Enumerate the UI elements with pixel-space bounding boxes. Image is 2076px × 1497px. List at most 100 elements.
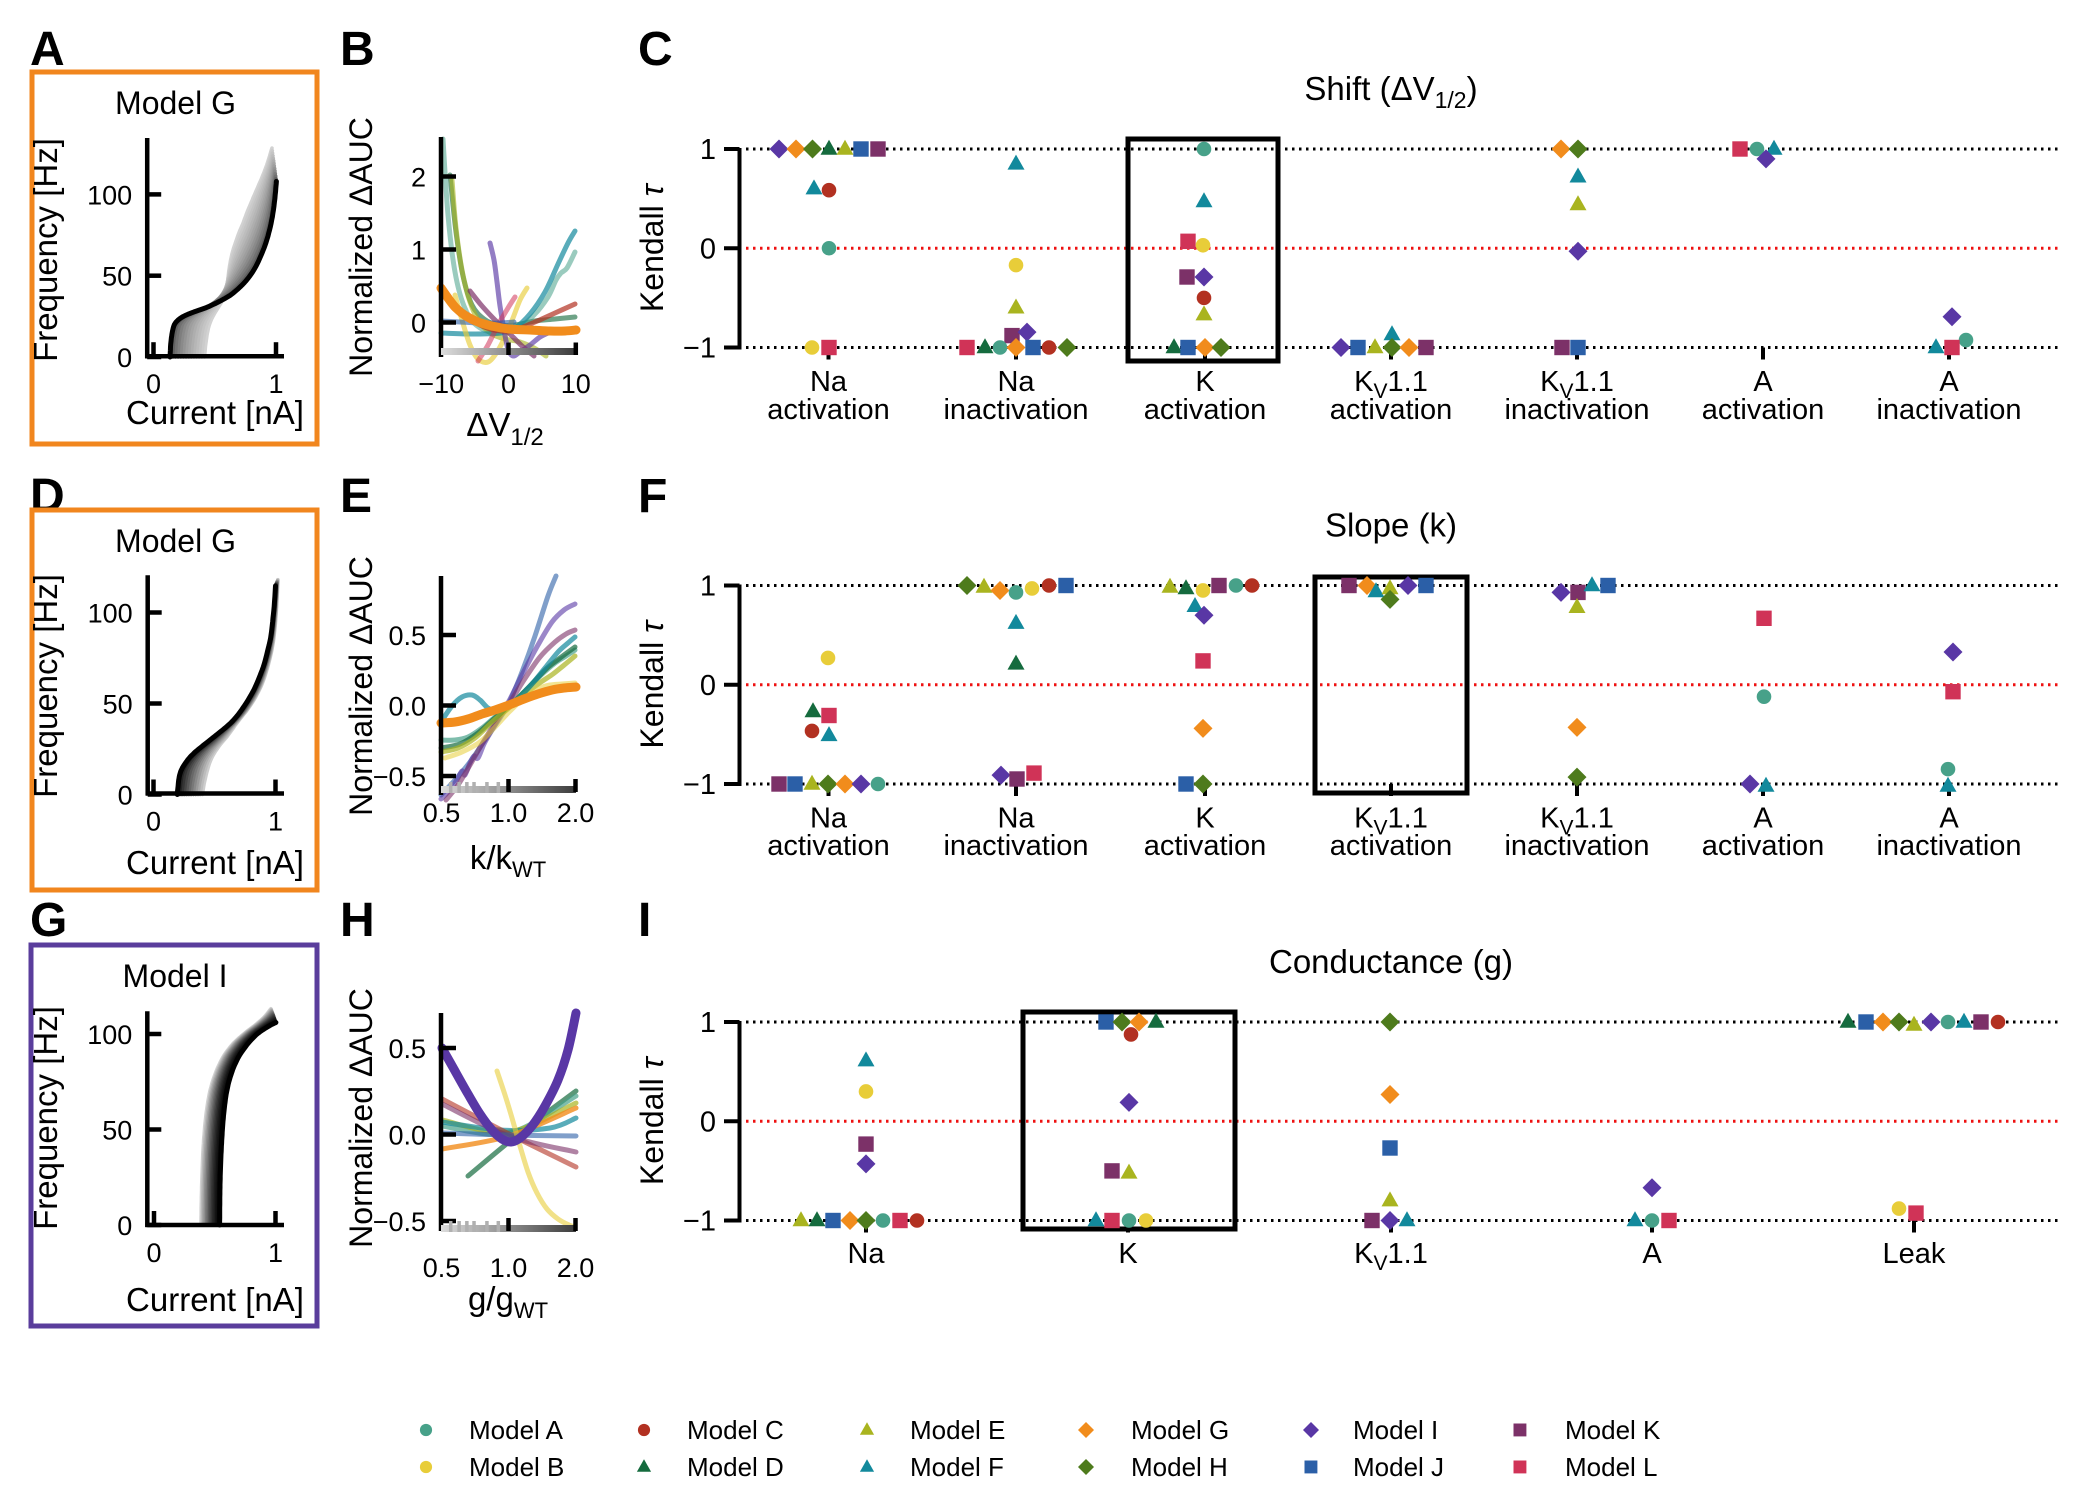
svg-text:G: G bbox=[30, 894, 67, 947]
svg-text:Current [nA]: Current [nA] bbox=[126, 844, 304, 881]
svg-text:Kendall τ: Kendall τ bbox=[634, 1055, 670, 1185]
svg-text:100: 100 bbox=[87, 180, 132, 210]
svg-text:1: 1 bbox=[700, 571, 716, 603]
svg-text:0.0: 0.0 bbox=[388, 692, 426, 722]
svg-text:activation: activation bbox=[1330, 830, 1453, 862]
svg-text:A: A bbox=[1753, 803, 1773, 835]
svg-text:0: 0 bbox=[411, 309, 426, 339]
svg-text:−1: −1 bbox=[683, 333, 716, 365]
svg-text:KV1.1: KV1.1 bbox=[1540, 366, 1614, 403]
svg-text:B: B bbox=[340, 23, 375, 76]
svg-text:50: 50 bbox=[102, 1116, 132, 1146]
svg-text:activation: activation bbox=[1702, 830, 1825, 862]
svg-text:activation: activation bbox=[1702, 394, 1825, 426]
svg-text:inactivation: inactivation bbox=[1504, 394, 1649, 426]
svg-text:Model B: Model B bbox=[469, 1452, 564, 1482]
svg-text:0: 0 bbox=[700, 233, 716, 265]
svg-text:I: I bbox=[638, 894, 651, 947]
svg-text:Current [nA]: Current [nA] bbox=[126, 394, 304, 431]
svg-text:KV1.1: KV1.1 bbox=[1354, 803, 1428, 840]
svg-text:inactivation: inactivation bbox=[943, 394, 1088, 426]
svg-text:Model J: Model J bbox=[1353, 1452, 1444, 1482]
svg-text:Slope (k): Slope (k) bbox=[1325, 507, 1457, 544]
svg-text:−1: −1 bbox=[683, 769, 716, 801]
svg-text:0.0: 0.0 bbox=[388, 1121, 426, 1151]
svg-text:Kendall τ: Kendall τ bbox=[634, 619, 670, 749]
svg-text:0: 0 bbox=[700, 1106, 716, 1138]
svg-text:1: 1 bbox=[700, 1007, 716, 1039]
svg-text:activation: activation bbox=[1144, 394, 1267, 426]
svg-text:Model L: Model L bbox=[1565, 1452, 1658, 1482]
svg-text:0.5: 0.5 bbox=[423, 1253, 461, 1283]
svg-text:Model G: Model G bbox=[1131, 1415, 1229, 1445]
svg-text:activation: activation bbox=[767, 830, 890, 862]
svg-text:Model F: Model F bbox=[910, 1452, 1004, 1482]
svg-text:K: K bbox=[1195, 803, 1215, 835]
svg-text:Kendall τ: Kendall τ bbox=[634, 182, 670, 312]
svg-text:Leak: Leak bbox=[1883, 1238, 1946, 1270]
svg-text:K: K bbox=[1195, 366, 1215, 398]
svg-text:1.0: 1.0 bbox=[490, 1253, 528, 1283]
svg-text:Model H: Model H bbox=[1131, 1452, 1228, 1482]
svg-text:−10: −10 bbox=[418, 369, 464, 399]
svg-text:Frequency [Hz]: Frequency [Hz] bbox=[27, 574, 64, 798]
svg-text:50: 50 bbox=[103, 690, 133, 720]
svg-text:A: A bbox=[1753, 366, 1773, 398]
svg-text:Na: Na bbox=[847, 1238, 885, 1270]
svg-text:0: 0 bbox=[118, 781, 133, 811]
svg-text:KV1.1: KV1.1 bbox=[1540, 803, 1614, 840]
svg-text:Na: Na bbox=[810, 366, 848, 398]
svg-text:g/gWT: g/gWT bbox=[468, 1280, 548, 1323]
svg-text:Model I: Model I bbox=[1353, 1415, 1438, 1445]
svg-text:10: 10 bbox=[561, 369, 591, 399]
svg-text:A: A bbox=[1939, 366, 1959, 398]
svg-text:Frequency [Hz]: Frequency [Hz] bbox=[27, 1006, 64, 1230]
svg-text:1: 1 bbox=[268, 807, 283, 837]
svg-text:Na: Na bbox=[810, 803, 848, 835]
svg-text:inactivation: inactivation bbox=[943, 830, 1088, 862]
svg-text:Na: Na bbox=[997, 803, 1035, 835]
svg-text:1.0: 1.0 bbox=[490, 798, 528, 828]
svg-text:Normalized ΔAUC: Normalized ΔAUC bbox=[343, 556, 379, 816]
svg-text:Model I: Model I bbox=[123, 958, 228, 994]
svg-text:0: 0 bbox=[146, 1238, 161, 1268]
svg-text:0: 0 bbox=[501, 369, 516, 399]
svg-text:Current [nA]: Current [nA] bbox=[126, 1281, 304, 1318]
svg-text:0: 0 bbox=[117, 343, 132, 373]
svg-text:0: 0 bbox=[117, 1211, 132, 1241]
svg-text:E: E bbox=[340, 470, 372, 523]
svg-text:inactivation: inactivation bbox=[1876, 830, 2021, 862]
svg-text:1: 1 bbox=[411, 236, 426, 266]
svg-text:Frequency [Hz]: Frequency [Hz] bbox=[27, 138, 64, 362]
svg-text:activation: activation bbox=[767, 394, 890, 426]
svg-text:Model K: Model K bbox=[1565, 1415, 1661, 1445]
svg-text:A: A bbox=[1642, 1238, 1662, 1270]
svg-text:1: 1 bbox=[700, 134, 716, 166]
svg-text:F: F bbox=[638, 470, 667, 523]
svg-text:−0.5: −0.5 bbox=[373, 762, 426, 792]
svg-text:k/kWT: k/kWT bbox=[470, 839, 546, 882]
svg-text:Normalized ΔAUC: Normalized ΔAUC bbox=[343, 988, 379, 1248]
svg-text:0: 0 bbox=[700, 670, 716, 702]
svg-text:50: 50 bbox=[102, 262, 132, 292]
svg-text:Conductance (g): Conductance (g) bbox=[1269, 943, 1513, 980]
svg-text:0: 0 bbox=[146, 807, 161, 837]
svg-text:D: D bbox=[30, 470, 65, 523]
svg-text:0: 0 bbox=[146, 369, 161, 399]
svg-text:0.5: 0.5 bbox=[423, 798, 461, 828]
svg-text:activation: activation bbox=[1330, 394, 1453, 426]
svg-text:2.0: 2.0 bbox=[557, 1253, 595, 1283]
svg-text:1: 1 bbox=[268, 1238, 283, 1268]
svg-text:2.0: 2.0 bbox=[557, 798, 595, 828]
svg-text:−1: −1 bbox=[683, 1206, 716, 1238]
svg-text:KV1.1: KV1.1 bbox=[1354, 1238, 1428, 1275]
svg-text:inactivation: inactivation bbox=[1876, 394, 2021, 426]
svg-text:Na: Na bbox=[997, 366, 1035, 398]
svg-text:A: A bbox=[1939, 803, 1959, 835]
svg-text:Model D: Model D bbox=[687, 1452, 784, 1482]
svg-text:activation: activation bbox=[1144, 830, 1267, 862]
svg-text:100: 100 bbox=[87, 1020, 132, 1050]
svg-text:inactivation: inactivation bbox=[1504, 830, 1649, 862]
svg-text:0.5: 0.5 bbox=[388, 1034, 426, 1064]
svg-text:0.5: 0.5 bbox=[388, 621, 426, 651]
